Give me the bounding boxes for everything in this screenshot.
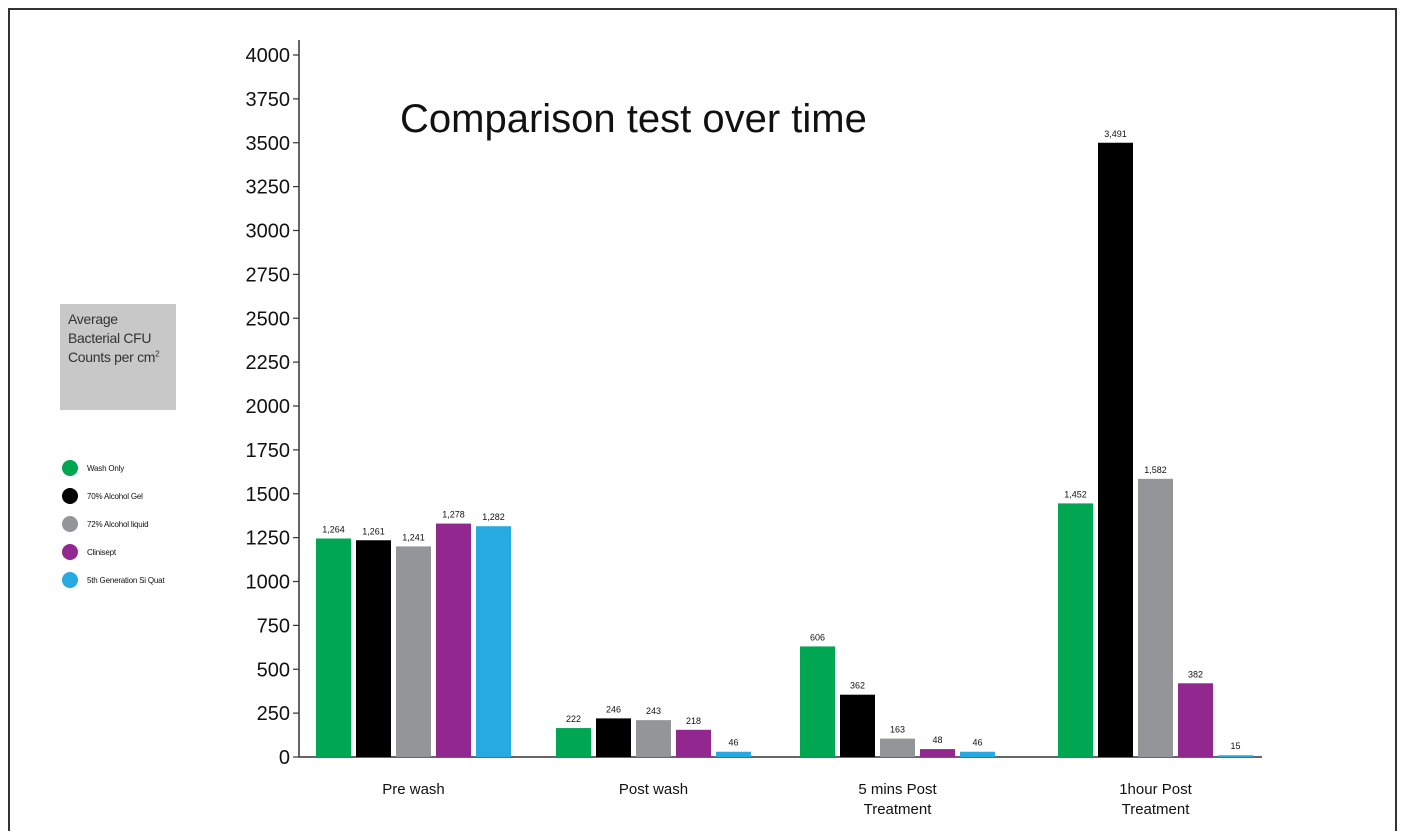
y-tick-label: 2250 bbox=[246, 352, 291, 374]
data-label: 1,241 bbox=[402, 532, 425, 542]
data-label: 246 bbox=[606, 704, 621, 714]
x-tick-label: 1hour Post bbox=[1119, 781, 1192, 798]
data-label: 1,278 bbox=[442, 510, 465, 520]
bar bbox=[716, 751, 751, 757]
y-tick-label: 1500 bbox=[246, 484, 291, 506]
data-label: 1,582 bbox=[1144, 465, 1167, 475]
legend-swatch bbox=[62, 460, 78, 476]
legend-label: 5th Generation Si Quat bbox=[87, 575, 165, 585]
bar bbox=[880, 738, 915, 757]
bars: 1,264 1,261 1,241 1,278 1,282 Pre wash 222 246 2… bbox=[316, 129, 1253, 818]
bar bbox=[556, 728, 591, 757]
bar bbox=[1178, 683, 1213, 757]
y-tick-label: 3500 bbox=[246, 133, 291, 155]
data-label: 382 bbox=[1188, 669, 1203, 679]
data-label: 1,452 bbox=[1064, 489, 1087, 499]
data-label: 243 bbox=[646, 706, 661, 716]
legend-swatch bbox=[62, 544, 78, 560]
data-label: 46 bbox=[972, 738, 982, 748]
data-label: 48 bbox=[932, 735, 942, 745]
data-label: 163 bbox=[890, 725, 905, 735]
y-tick-label: 500 bbox=[257, 659, 290, 681]
bar bbox=[356, 540, 391, 757]
bar bbox=[396, 546, 431, 757]
data-label: 218 bbox=[686, 716, 701, 726]
bar bbox=[800, 646, 835, 757]
bar bbox=[1138, 478, 1173, 757]
bar bbox=[316, 538, 351, 757]
y-tick-label: 1250 bbox=[246, 528, 291, 550]
data-label: 15 bbox=[1230, 741, 1240, 751]
data-label: 1,282 bbox=[482, 512, 505, 522]
y-axis-label-superscript: 2 bbox=[155, 349, 160, 359]
y-tick-label: 4000 bbox=[246, 45, 291, 67]
legend-label: 72% Alcohol liquid bbox=[87, 519, 149, 529]
data-label: 1,264 bbox=[322, 525, 345, 535]
bar bbox=[1058, 503, 1093, 757]
legend-label: Clinisept bbox=[87, 547, 116, 557]
y-tick-label: 3750 bbox=[246, 89, 291, 111]
data-label: 222 bbox=[566, 714, 581, 724]
bar bbox=[920, 749, 955, 757]
data-label: 362 bbox=[850, 681, 865, 691]
x-tick-label: Treatment bbox=[1122, 801, 1191, 818]
legend-item: 70% Alcohol Gel bbox=[62, 482, 212, 510]
y-tick-label: 2750 bbox=[246, 264, 291, 286]
legend-item: 5th Generation Si Quat bbox=[62, 566, 212, 594]
y-axis-label: Average Bacterial CFU Counts per cm bbox=[68, 311, 156, 365]
bar bbox=[476, 526, 511, 757]
y-tick-label: 750 bbox=[257, 615, 290, 637]
x-tick-label: Post wash bbox=[619, 781, 688, 798]
legend-swatch bbox=[62, 488, 78, 504]
legend-swatch bbox=[62, 572, 78, 588]
bar bbox=[596, 718, 631, 757]
y-axis-label-box: Average Bacterial CFU Counts per cm2 bbox=[60, 304, 176, 410]
legend-label: 70% Alcohol Gel bbox=[87, 491, 143, 501]
bar bbox=[1218, 755, 1253, 757]
y-tick-label: 2500 bbox=[246, 308, 291, 330]
y-tick-label: 1750 bbox=[246, 440, 291, 462]
data-label: 3,491 bbox=[1104, 129, 1127, 139]
legend-item: Clinisept bbox=[62, 538, 212, 566]
y-tick-label: 1000 bbox=[246, 572, 291, 594]
y-tick-label: 3250 bbox=[246, 177, 291, 199]
bar bbox=[1098, 142, 1133, 757]
y-tick-label: 250 bbox=[257, 703, 290, 725]
data-label: 606 bbox=[810, 632, 825, 642]
data-label: 46 bbox=[728, 738, 738, 748]
legend-label: Wash Only bbox=[87, 463, 125, 473]
data-label: 1,261 bbox=[362, 526, 385, 536]
bar bbox=[960, 751, 995, 757]
legend-item: 72% Alcohol liquid bbox=[62, 510, 212, 538]
y-tick-label: 3000 bbox=[246, 221, 291, 243]
x-tick-label: 5 mins Post bbox=[858, 781, 937, 798]
y-tick-label: 2000 bbox=[246, 396, 291, 418]
legend-item: Wash Only bbox=[62, 454, 212, 482]
bar bbox=[636, 720, 671, 757]
bar bbox=[676, 729, 711, 757]
x-tick-label: Treatment bbox=[864, 801, 933, 818]
legend: Wash Only 70% Alcohol Gel 72% Alcohol liqu… bbox=[62, 454, 212, 594]
bar bbox=[840, 694, 875, 757]
y-tick-label: 0 bbox=[279, 747, 290, 769]
x-tick-label: Pre wash bbox=[382, 781, 445, 798]
bar bbox=[436, 523, 471, 757]
legend-swatch bbox=[62, 516, 78, 532]
chart-title: Comparison test over time bbox=[400, 97, 867, 141]
